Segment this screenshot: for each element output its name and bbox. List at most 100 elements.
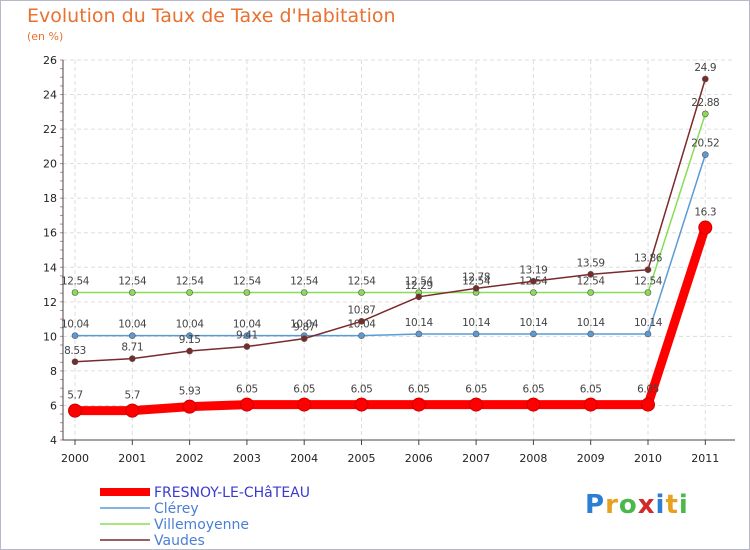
data-point [415, 293, 423, 301]
plot-area [63, 60, 735, 440]
data-label: 10.14 [405, 317, 434, 329]
x-tick-label: 2009 [577, 452, 605, 465]
y-tick-label: 12 [43, 296, 57, 309]
data-point [186, 347, 193, 355]
data-label: 10.04 [233, 319, 262, 331]
chart-subtitle: (en %) [27, 30, 64, 43]
data-point [469, 397, 484, 412]
data-point [530, 330, 537, 338]
data-point [300, 335, 308, 342]
data-point [125, 403, 140, 418]
data-point [358, 289, 365, 296]
logo-letter: i [655, 490, 666, 520]
logo-letter: t [665, 490, 679, 520]
data-point [129, 355, 136, 362]
data-point [701, 110, 709, 118]
x-tick-label: 2004 [290, 452, 318, 465]
data-point [411, 397, 426, 412]
data-point [701, 151, 709, 158]
logo-letter: o [618, 490, 638, 520]
proxiti-logo: Proxiti [585, 490, 689, 520]
data-label: 13.86 [634, 253, 663, 265]
chart-title: Evolution du Taux de Taxe d'Habitation [27, 5, 396, 27]
data-point [243, 289, 251, 296]
data-label: 6.05 [637, 384, 659, 396]
data-point [300, 289, 308, 296]
data-point [415, 330, 423, 338]
data-label: 6.05 [580, 384, 602, 396]
data-label: 12.54 [233, 275, 262, 287]
data-point [71, 332, 79, 339]
series-line [75, 226, 710, 416]
data-point [186, 289, 193, 296]
x-tick-label: 2006 [405, 452, 433, 465]
y-tick-label: 16 [43, 227, 57, 240]
data-point [587, 289, 595, 296]
data-point [358, 318, 365, 325]
logo-letter: r [605, 490, 619, 520]
data-point [583, 397, 598, 412]
data-label: 8.71 [121, 342, 143, 354]
data-label: 9.41 [236, 330, 258, 342]
y-tick-label: 4 [50, 434, 57, 447]
data-label: 12.54 [61, 275, 90, 287]
data-point [129, 289, 136, 296]
y-tick-label: 14 [43, 261, 57, 274]
data-point [530, 277, 537, 285]
data-point [239, 397, 254, 412]
data-label: 6.05 [408, 384, 430, 396]
legend-label: Vaudes [154, 533, 205, 549]
data-label: 12.54 [176, 275, 205, 287]
data-label: 5.7 [125, 390, 141, 402]
y-tick-label: 10 [43, 330, 57, 343]
legend-label: Villemoyenne [154, 517, 249, 533]
data-point [297, 397, 312, 412]
x-tick-label: 2010 [634, 452, 662, 465]
data-label: 9.87 [293, 322, 315, 334]
data-point [526, 397, 541, 412]
y-tick-label: 22 [43, 123, 57, 136]
data-label: 13.59 [577, 257, 605, 269]
data-point [68, 403, 82, 418]
y-tick-label: 8 [50, 365, 57, 378]
data-label: 10.04 [176, 319, 205, 331]
data-point [472, 330, 480, 338]
y-tick-label: 26 [43, 54, 57, 67]
data-label: 9.15 [179, 334, 201, 346]
data-label: 10.87 [347, 304, 375, 316]
data-label: 10.14 [634, 317, 663, 329]
data-label: 12.54 [577, 275, 606, 287]
data-point [354, 397, 369, 412]
data-point [530, 289, 537, 296]
data-label: 10.04 [290, 319, 319, 331]
y-tick-label: 20 [43, 158, 57, 171]
x-tick-label: 2011 [691, 452, 719, 465]
data-label: 5.7 [67, 390, 83, 402]
data-label: 6.05 [236, 384, 258, 396]
data-label: 24.9 [694, 62, 716, 74]
data-label: 10.04 [61, 319, 90, 331]
data-label: 20.52 [691, 138, 719, 150]
x-tick-label: 2001 [118, 452, 146, 465]
legend-label: Clérey [154, 501, 199, 517]
data-label: 16.3 [694, 207, 716, 219]
data-point [587, 271, 595, 278]
data-label: 12.54 [462, 275, 491, 287]
data-label: 6.05 [351, 384, 373, 396]
y-tick-label: 18 [43, 192, 57, 205]
x-tick-label: 2002 [176, 452, 204, 465]
data-point [701, 75, 709, 83]
data-label: 5.93 [179, 386, 201, 398]
data-label: 10.04 [347, 319, 376, 331]
legend-label: FRESNOY-LE-CHâTEAU [154, 485, 310, 501]
data-label: 12.54 [118, 275, 147, 287]
x-tick-label: 2000 [61, 452, 89, 465]
data-point [472, 285, 480, 292]
data-point [243, 332, 251, 339]
data-label: 12.54 [347, 275, 376, 287]
y-tick-label: 6 [50, 399, 57, 412]
data-label: 6.05 [523, 384, 545, 396]
series-line [74, 78, 707, 363]
x-tick-label: 2005 [348, 452, 376, 465]
